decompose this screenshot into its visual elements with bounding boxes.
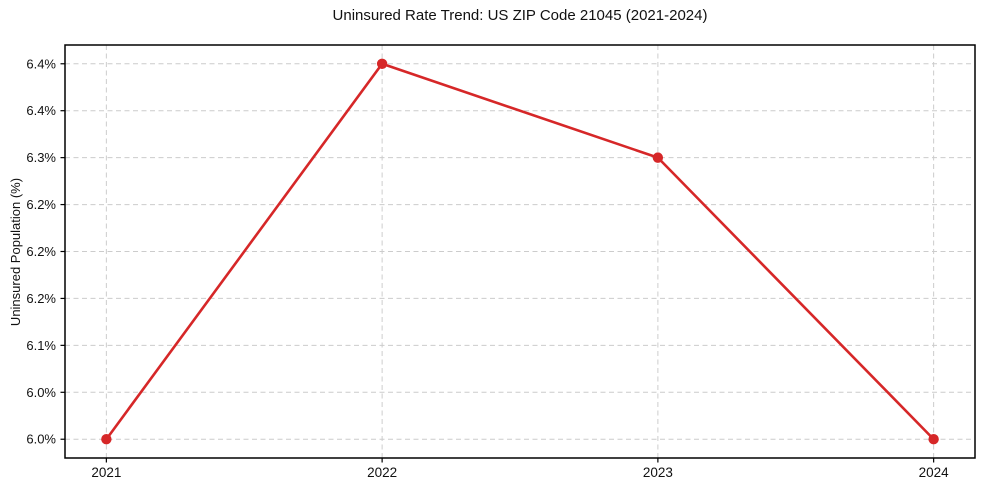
x-tick-label: 2024	[919, 465, 950, 480]
y-tick-label: 6.3%	[26, 150, 56, 165]
data-point	[652, 152, 664, 163]
y-axis-label: Uninsured Population (%)	[8, 177, 23, 327]
y-tick-label: 6.0%	[26, 385, 56, 400]
x-tick-label: 2022	[367, 465, 397, 480]
y-tick-label: 6.2%	[26, 197, 56, 212]
plot-border	[64, 44, 976, 459]
y-tick-label: 6.1%	[26, 338, 56, 353]
data-point	[101, 434, 112, 445]
y-tick-label: 6.2%	[26, 244, 56, 259]
chart-title: Uninsured Rate Trend: US ZIP Code 21045 …	[332, 7, 708, 24]
y-tick-label: 6.4%	[26, 103, 56, 118]
x-tick-label: 2021	[91, 465, 121, 480]
y-tick-label: 6.2%	[26, 291, 56, 306]
y-tick-label: 6.0%	[26, 432, 56, 447]
x-tick-label: 2023	[643, 465, 673, 480]
y-tick-label: 6.4%	[26, 56, 56, 71]
data-point	[376, 58, 388, 69]
data-point	[928, 434, 939, 445]
trend-line	[105, 62, 935, 441]
